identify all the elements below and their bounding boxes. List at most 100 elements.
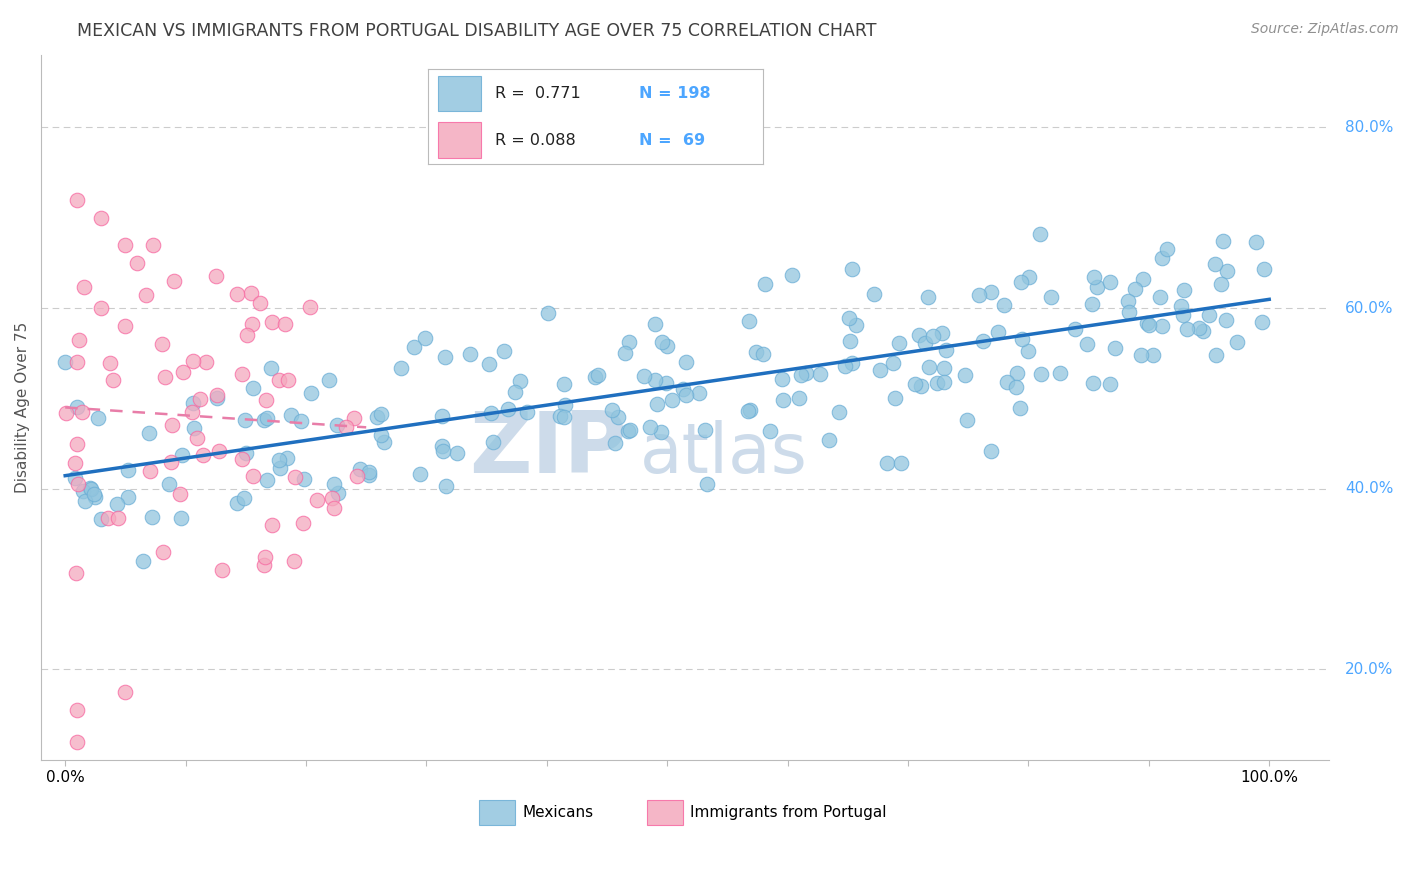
Point bbox=[605, 436, 627, 450]
Text: MEXICAN VS IMMIGRANTS FROM PORTUGAL DISABILITY AGE OVER 75 CORRELATION CHART: MEXICAN VS IMMIGRANTS FROM PORTUGAL DISA… bbox=[77, 22, 877, 40]
Y-axis label: Disability Age Over 75: Disability Age Over 75 bbox=[15, 322, 30, 493]
Point bbox=[132, 554, 155, 568]
Point bbox=[430, 439, 453, 453]
Point bbox=[153, 369, 176, 384]
Point bbox=[644, 318, 666, 332]
Point bbox=[152, 544, 174, 558]
Point bbox=[65, 471, 87, 485]
Point bbox=[645, 397, 668, 411]
Point bbox=[172, 448, 194, 462]
Text: ZIP: ZIP bbox=[470, 409, 627, 491]
Point bbox=[162, 274, 184, 288]
Point bbox=[1064, 322, 1087, 336]
Point bbox=[343, 410, 366, 425]
Point bbox=[882, 356, 904, 370]
Point bbox=[839, 334, 862, 348]
Point bbox=[876, 456, 898, 470]
Point bbox=[1029, 367, 1052, 381]
Point bbox=[993, 298, 1015, 312]
Point bbox=[66, 437, 89, 451]
Point bbox=[242, 468, 264, 483]
Point bbox=[305, 492, 328, 507]
Point bbox=[105, 498, 128, 512]
Point bbox=[373, 435, 395, 450]
FancyBboxPatch shape bbox=[647, 800, 683, 825]
Point bbox=[1149, 290, 1171, 304]
Point bbox=[1083, 269, 1105, 284]
Point bbox=[292, 471, 315, 485]
Point bbox=[1007, 367, 1029, 381]
Point bbox=[980, 285, 1002, 300]
Point bbox=[211, 563, 233, 577]
Point bbox=[321, 491, 343, 505]
Point bbox=[693, 423, 716, 437]
Point bbox=[477, 357, 499, 371]
Point bbox=[644, 373, 666, 387]
Point bbox=[1018, 269, 1040, 284]
Point bbox=[63, 457, 86, 471]
Point bbox=[253, 549, 276, 564]
Point bbox=[117, 490, 139, 504]
Point bbox=[1215, 313, 1237, 327]
Point bbox=[1085, 280, 1108, 294]
Point bbox=[170, 511, 193, 525]
Point bbox=[80, 483, 103, 497]
Point bbox=[925, 376, 948, 390]
Point bbox=[404, 340, 426, 354]
Point bbox=[553, 410, 575, 425]
Point bbox=[79, 481, 101, 495]
Point bbox=[280, 408, 302, 422]
Point bbox=[607, 410, 630, 425]
Point bbox=[1198, 308, 1220, 322]
Point bbox=[172, 365, 194, 379]
Point bbox=[66, 734, 89, 748]
Point bbox=[413, 331, 436, 345]
Point bbox=[889, 335, 911, 350]
Point bbox=[492, 344, 515, 359]
Point bbox=[1029, 227, 1052, 241]
Point bbox=[370, 428, 392, 442]
Point bbox=[75, 494, 97, 508]
Point bbox=[688, 386, 710, 401]
Point bbox=[931, 326, 953, 340]
Point bbox=[103, 373, 125, 387]
Point bbox=[322, 500, 344, 515]
Point bbox=[226, 496, 249, 510]
Text: 80.0%: 80.0% bbox=[1346, 120, 1393, 135]
Point bbox=[1076, 337, 1098, 351]
Point bbox=[509, 374, 531, 388]
Point bbox=[922, 328, 945, 343]
Point bbox=[904, 376, 927, 391]
Point bbox=[276, 450, 298, 465]
Point bbox=[142, 237, 165, 252]
Point bbox=[496, 401, 519, 416]
Point bbox=[204, 268, 226, 283]
Point bbox=[1244, 235, 1267, 249]
Point bbox=[70, 405, 93, 419]
Point bbox=[90, 301, 112, 315]
Point bbox=[1081, 376, 1104, 390]
Point bbox=[239, 286, 262, 301]
Point bbox=[391, 360, 413, 375]
Point bbox=[482, 434, 505, 449]
Point bbox=[657, 339, 679, 353]
Point bbox=[260, 315, 283, 329]
Point bbox=[205, 391, 228, 405]
Point bbox=[186, 431, 208, 445]
Point bbox=[1137, 318, 1160, 333]
Point bbox=[908, 327, 931, 342]
Point bbox=[188, 392, 211, 406]
Point bbox=[838, 310, 860, 325]
Point bbox=[955, 368, 977, 382]
Point bbox=[995, 375, 1018, 389]
Point bbox=[553, 377, 575, 392]
Point bbox=[619, 423, 641, 437]
Point bbox=[274, 318, 297, 332]
Point bbox=[1132, 271, 1154, 285]
Point bbox=[370, 407, 392, 421]
Point bbox=[284, 469, 307, 483]
Point bbox=[844, 318, 866, 333]
Point bbox=[1171, 309, 1194, 323]
Text: 60.0%: 60.0% bbox=[1346, 301, 1393, 316]
Point bbox=[1188, 320, 1211, 334]
